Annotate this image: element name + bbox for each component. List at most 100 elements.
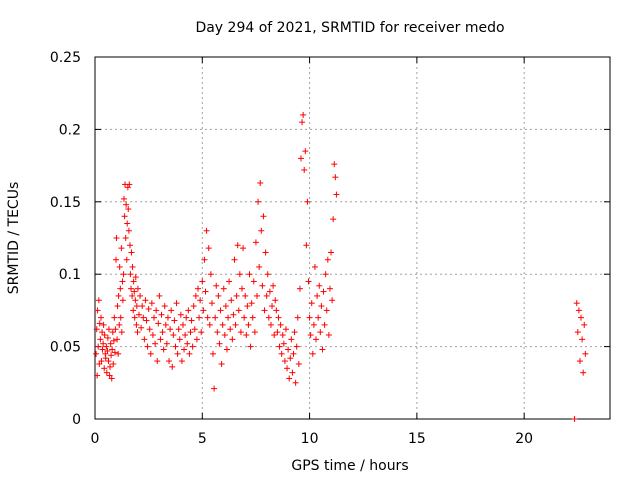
data-point [151,314,158,321]
data-point [179,321,186,328]
data-point [261,307,268,314]
data-point [223,346,230,353]
data-point [241,314,248,321]
data-point [158,311,165,318]
data-point [234,242,241,249]
data-point [153,307,160,314]
data-point [117,285,124,292]
data-point [164,314,171,321]
data-point [254,292,261,299]
data-point [208,300,215,307]
y-tick-label: 0.05 [50,340,81,356]
y-tick-label: 0.2 [59,122,81,138]
data-point [321,321,328,328]
data-point [123,256,130,263]
data-point [117,314,124,321]
data-point [169,363,176,370]
data-point [216,340,223,347]
data-point [129,263,136,270]
data-point [270,282,277,289]
data-point [126,242,133,249]
data-point [278,350,285,357]
data-point [191,326,198,333]
data-point [103,343,110,350]
data-point [305,278,312,285]
data-point [185,307,192,314]
data-point [296,285,303,292]
data-point [182,332,189,339]
data-point [93,350,100,357]
x-tick-label: 10 [301,431,319,447]
data-point [121,213,128,220]
data-point [222,303,229,310]
data-point [156,292,163,299]
data-point [264,271,271,278]
data-point [101,332,108,339]
data-point [230,311,237,318]
data-point [203,227,210,234]
data-point [175,326,182,333]
data-point [265,314,272,321]
data-point [115,350,122,357]
data-point [132,297,139,304]
data-point [333,191,340,198]
data-point [582,350,589,357]
data-point [96,320,103,327]
data-point [207,271,214,278]
data-point [167,326,174,333]
data-point [212,314,219,321]
data-point [126,181,133,188]
data-point [140,314,147,321]
y-tick-label: 0.25 [50,50,81,66]
data-point [183,314,190,321]
data-point [173,300,180,307]
data-point [244,303,251,310]
data-point [178,358,185,365]
data-point [160,346,167,353]
data-point [248,300,255,307]
data-point [100,340,107,347]
data-point [306,314,313,321]
data-point [576,358,583,365]
data-point [199,278,206,285]
data-point [226,278,233,285]
data-point [213,282,220,289]
data-point [301,166,308,173]
data-point [272,297,279,304]
data-point [237,329,244,336]
data-point [233,292,240,299]
data-point [314,292,321,299]
data-point [232,321,239,328]
data-point [302,148,309,155]
data-point [308,300,315,307]
data-point [200,307,207,314]
data-point [125,206,132,213]
data-point [97,336,104,343]
data-point [267,321,274,328]
data-point [115,292,122,299]
data-point [104,347,111,354]
data-point [132,274,139,281]
data-point [323,307,330,314]
data-point [100,321,107,328]
data-point [238,285,245,292]
data-point [141,336,148,343]
data-point [94,372,101,379]
data-point [276,343,283,350]
data-point [111,314,118,321]
data-point [149,332,156,339]
data-point [197,297,204,304]
y-tick-label: 0 [72,412,81,428]
data-point [325,332,332,339]
data-point [159,329,166,336]
data-point [112,326,119,333]
data-point [114,303,121,310]
data-point [133,321,140,328]
data-point [245,321,252,328]
data-point [192,292,199,299]
data-point [279,332,286,339]
data-point [246,271,253,278]
data-point [215,292,222,299]
data-point [204,314,211,321]
